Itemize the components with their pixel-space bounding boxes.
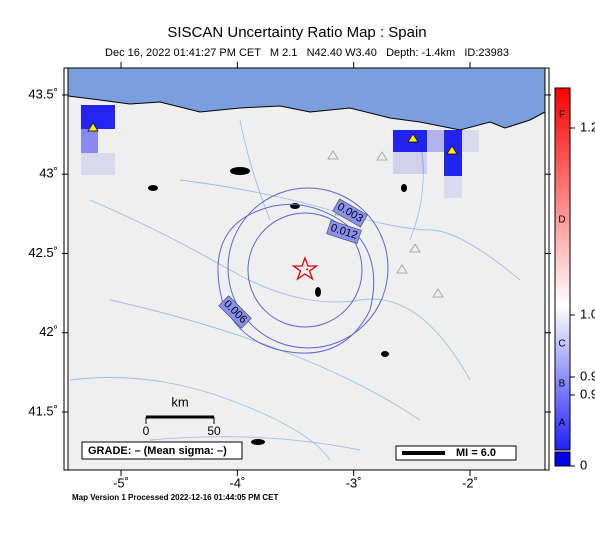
colorbar-value: 1.2 (580, 119, 595, 134)
lat-label: 42˚ (39, 324, 58, 339)
map-area (68, 68, 545, 470)
colorbar-letter: C (558, 339, 565, 350)
contour-label-box (332, 198, 368, 228)
colorbar-value: 0.9 (580, 368, 595, 383)
lon-label: -5˚ (113, 475, 129, 490)
contour-label-box (218, 295, 252, 329)
scale-label: 50 (207, 424, 221, 438)
mi: MI = 6.0 (456, 447, 496, 459)
lat-label: 43.5˚ (28, 86, 58, 101)
footer: Map Version 1 Processed 2022-12-16 01:44… (72, 493, 278, 502)
lon-label: -2˚ (462, 475, 478, 490)
contour-label: 0.012 (326, 220, 362, 244)
colorbar-value: 0 (580, 457, 587, 472)
lat-label: 43˚ (39, 166, 58, 181)
subtitle: Dec 16, 2022 01:41:27 PM CET M 2.1 N42.4… (105, 47, 509, 59)
lat-label: 41.5˚ (28, 403, 58, 418)
scale-unit: km (171, 394, 188, 409)
title: SISCAN Uncertainty Ratio Map : Spain (167, 24, 426, 41)
scale-label: 0 (143, 424, 150, 438)
colorbar: F D C B A 1.2 1.0 0.9 0.9 0 (554, 87, 595, 472)
lon-label: -3˚ (346, 475, 362, 490)
colorbar-letter: D (558, 215, 565, 226)
colorbar-value: 1.0 (580, 306, 595, 321)
colorbar-letter: F (559, 110, 565, 121)
scale-bar: km 0 50 (143, 394, 221, 438)
lon-label: -4˚ (229, 475, 245, 490)
contour-label: 0.006 (218, 295, 252, 329)
epicenter (306, 268, 309, 271)
contour-label-box (326, 220, 362, 244)
frame-band (544, 67, 550, 471)
lat-label: 42.5˚ (28, 245, 58, 260)
colorbar-value: 0.9 (580, 386, 595, 401)
grade: GRADE: – (Mean sigma: –) (88, 445, 227, 457)
frame-band (63, 67, 69, 471)
colorbar-letter: A (559, 418, 566, 429)
colorbar-letter: B (559, 379, 566, 390)
